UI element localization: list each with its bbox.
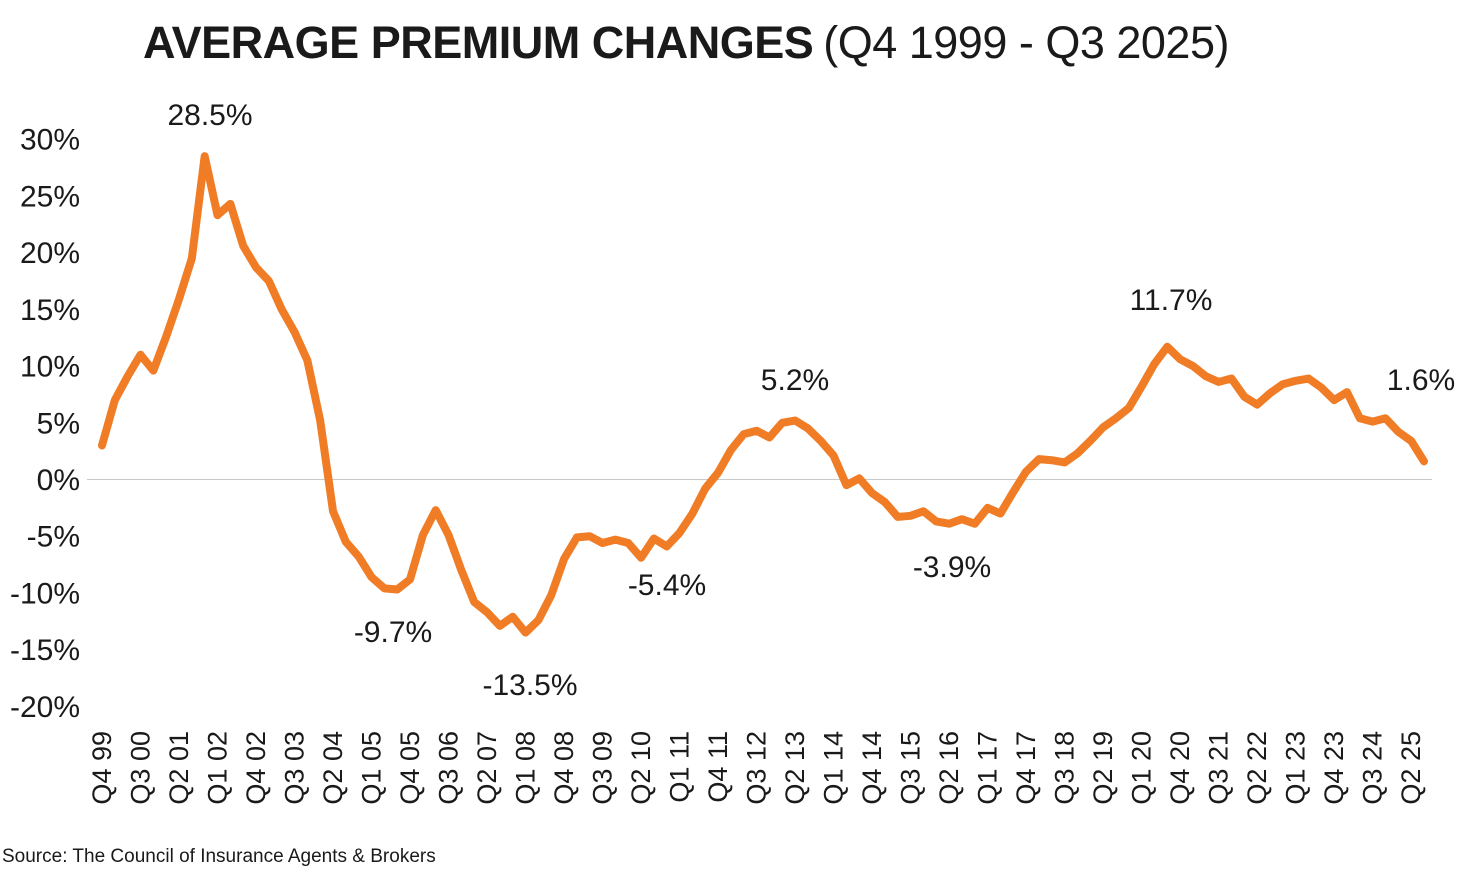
- x-axis-tick-label: Q2 04: [318, 731, 348, 805]
- y-axis-tick-label: 10%: [20, 351, 80, 384]
- chart-title-main: AVERAGE PREMIUM CHANGES: [143, 17, 814, 68]
- x-axis-tick-label: Q1 20: [1127, 731, 1157, 805]
- x-axis-tick-label: Q4 14: [857, 731, 887, 805]
- y-axis-tick-label: -5%: [27, 521, 80, 554]
- point-label-q2-13: 5.2%: [760, 364, 830, 397]
- x-axis-tick-label: Q4 23: [1319, 731, 1349, 805]
- y-axis-tick-label: 0%: [37, 464, 80, 497]
- y-axis-tick-label: -15%: [10, 634, 80, 667]
- x-axis-tick-label: Q3 00: [125, 731, 155, 805]
- chart-title: AVERAGE PREMIUM CHANGES (Q4 1999 - Q3 202…: [143, 18, 1229, 68]
- x-axis-tick-label: Q3 15: [896, 731, 926, 805]
- point-label-q3-20: 11.7%: [1129, 284, 1213, 317]
- x-axis-tick-label: Q3 09: [587, 731, 617, 805]
- x-axis-tick-label: Q4 08: [549, 731, 579, 805]
- point-label-q2-16: -3.9%: [912, 551, 992, 584]
- x-axis-tick-label: Q3 06: [433, 731, 463, 805]
- x-axis-tick-label: Q3 03: [279, 731, 309, 805]
- source-note: Source: The Council of Insurance Agents …: [2, 846, 436, 867]
- x-axis-tick-label: Q3 24: [1358, 731, 1388, 805]
- point-label-q4-10: -5.4%: [627, 569, 707, 602]
- x-axis-tick-label: Q1 14: [819, 731, 849, 805]
- x-axis-tick-label: Q1 05: [356, 731, 386, 805]
- x-axis-tick-label: Q4 05: [395, 731, 425, 805]
- x-axis-tick-label: Q1 17: [973, 731, 1003, 805]
- x-axis-tick-label: Q3 18: [1050, 731, 1080, 805]
- x-axis-tick-label: Q2 16: [934, 731, 964, 805]
- x-axis-tick-label: Q2 01: [164, 731, 194, 805]
- point-label-q1-08: -13.5%: [482, 669, 578, 702]
- point-label-q3-05: -9.7%: [353, 616, 433, 649]
- x-axis-tick-label: Q4 11: [703, 731, 733, 803]
- x-axis-tick-label: Q1 02: [202, 731, 232, 805]
- y-axis-tick-label: -20%: [10, 691, 80, 724]
- premium-change-line: [98, 152, 1429, 637]
- x-axis-tick-label: Q4 17: [1011, 731, 1041, 805]
- x-axis-tick-label: Q2 07: [472, 731, 502, 805]
- x-axis-tick-label: Q3 12: [741, 731, 771, 805]
- x-axis-tick-label: Q4 02: [241, 731, 271, 805]
- x-axis-tick-label: Q2 25: [1396, 731, 1426, 805]
- y-axis-tick-label: 5%: [37, 407, 80, 440]
- x-axis-tick-label: Q2 22: [1242, 731, 1272, 805]
- x-axis-tick-label: Q4 99: [87, 731, 117, 805]
- point-label-q3-25: 1.6%: [1386, 364, 1456, 397]
- x-axis-tick-label: Q1 23: [1281, 731, 1311, 805]
- x-axis-tick-label: Q2 10: [626, 731, 656, 805]
- y-axis-tick-label: -10%: [10, 577, 80, 610]
- y-axis-tick-label: 25%: [20, 180, 80, 213]
- x-axis-tick-label: Q3 21: [1204, 731, 1234, 805]
- x-axis-tick-label: Q1 08: [510, 731, 540, 805]
- point-label-q4-01: 28.5%: [167, 99, 253, 132]
- y-axis-tick-label: 20%: [20, 237, 80, 270]
- y-axis-tick-label: 30%: [20, 124, 80, 157]
- x-axis-tick-label: Q2 19: [1088, 731, 1118, 805]
- y-axis-tick-label: 15%: [20, 294, 80, 327]
- x-axis-tick-label: Q1 11: [664, 731, 694, 803]
- x-axis-tick-label: Q2 13: [780, 731, 810, 805]
- chart-title-range: (Q4 1999 - Q3 2025): [823, 17, 1229, 68]
- x-axis-tick-label: Q4 20: [1165, 731, 1195, 805]
